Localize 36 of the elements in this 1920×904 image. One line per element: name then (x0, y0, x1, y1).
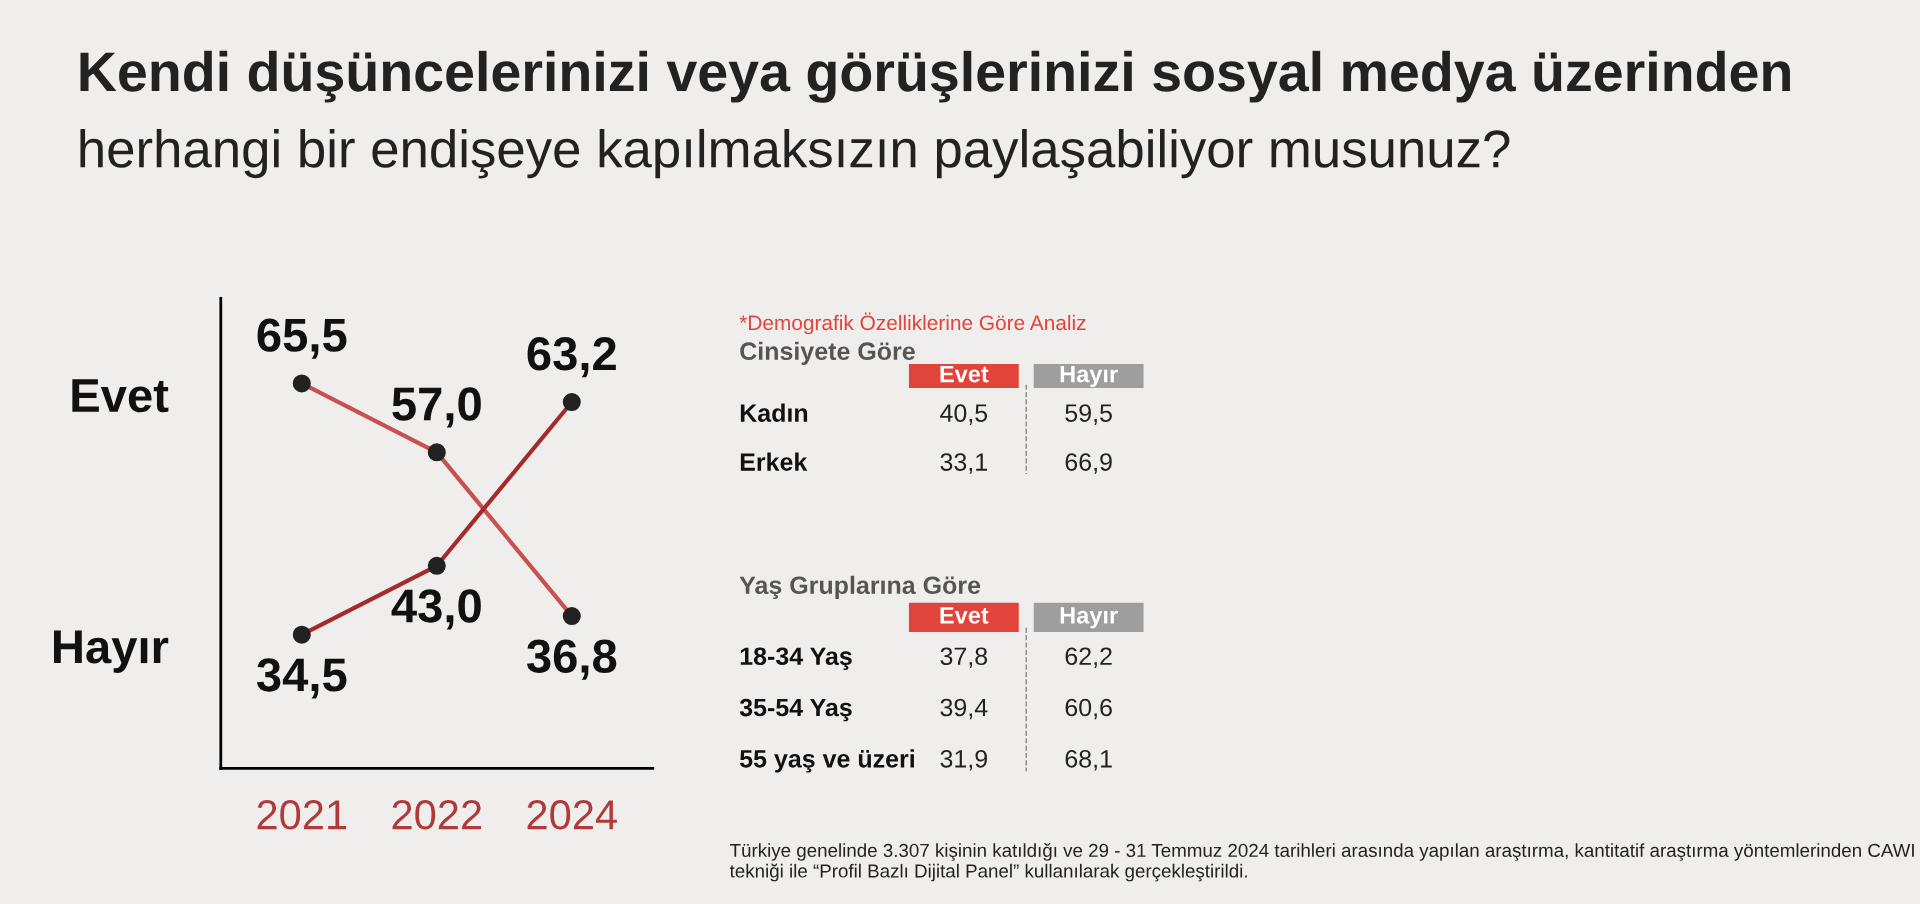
data-label: 31,9 (940, 749, 987, 771)
x-tick-label: 2022 (392, 800, 482, 830)
x-tick-label: 2024 (527, 800, 617, 830)
x-tick-label: 2021 (257, 800, 347, 830)
data-label: 37,8 (940, 647, 988, 669)
text: Cinsiyete Göre (740, 341, 915, 366)
data-label: 68,1 (1065, 749, 1112, 771)
data-label: 40,5 (940, 404, 988, 425)
data-label: 39,4 (940, 698, 988, 720)
data-label: 33,1 (940, 453, 987, 474)
data-label: 36,8 (526, 639, 617, 680)
category-label: Erkek (740, 452, 808, 471)
text: Yaş Gruplarına Göre (739, 575, 981, 600)
legend-label: Hayır (1060, 607, 1118, 629)
text: Kendi düşüncelerinizi veya görüşlerinizi sosyal medya üzerinden (80, 50, 1790, 103)
text: *Demografik Özelliklerine Göre Analiz (739, 312, 1086, 335)
data-label: 43,0 (391, 589, 481, 630)
data-label: 65,5 (257, 318, 347, 359)
text: herhangi bir endişeye kapılmaksızın paylaşabiliyor musunuz? (80, 128, 1510, 179)
text: Evet (72, 379, 169, 413)
data-label: 62,2 (1065, 647, 1112, 669)
text: Evet (940, 365, 989, 383)
text: Türkiye genelinde 3.307 kişinin katıldığı ve 29 - 31 Temmuz 2024 tarihleri arasında yapılan araştırma, kantitatif araştırma yöntemlerinden CAWI tekniği ile “Profil Bazlı Dijital Panel” kullanılarak gerçekleştirildi. (729, 843, 1914, 882)
data-label: 59,5 (1065, 404, 1112, 425)
data-label: 60,6 (1065, 698, 1112, 720)
text: Evet (940, 607, 989, 624)
data-label: 63,2 (527, 337, 616, 378)
data-label: 66,9 (1065, 453, 1112, 474)
text: Hayır (54, 630, 169, 673)
category-label: 18-34 Yaş (740, 647, 852, 671)
data-label: 57,0 (392, 387, 481, 428)
category-label: Kadın (740, 403, 808, 422)
legend-label: Hayır (1060, 365, 1118, 388)
data-label: 34,5 (256, 658, 347, 699)
category-label: 55 yaş ve üzeri (739, 749, 914, 773)
category-label: 35-54 Yaş (739, 698, 852, 722)
